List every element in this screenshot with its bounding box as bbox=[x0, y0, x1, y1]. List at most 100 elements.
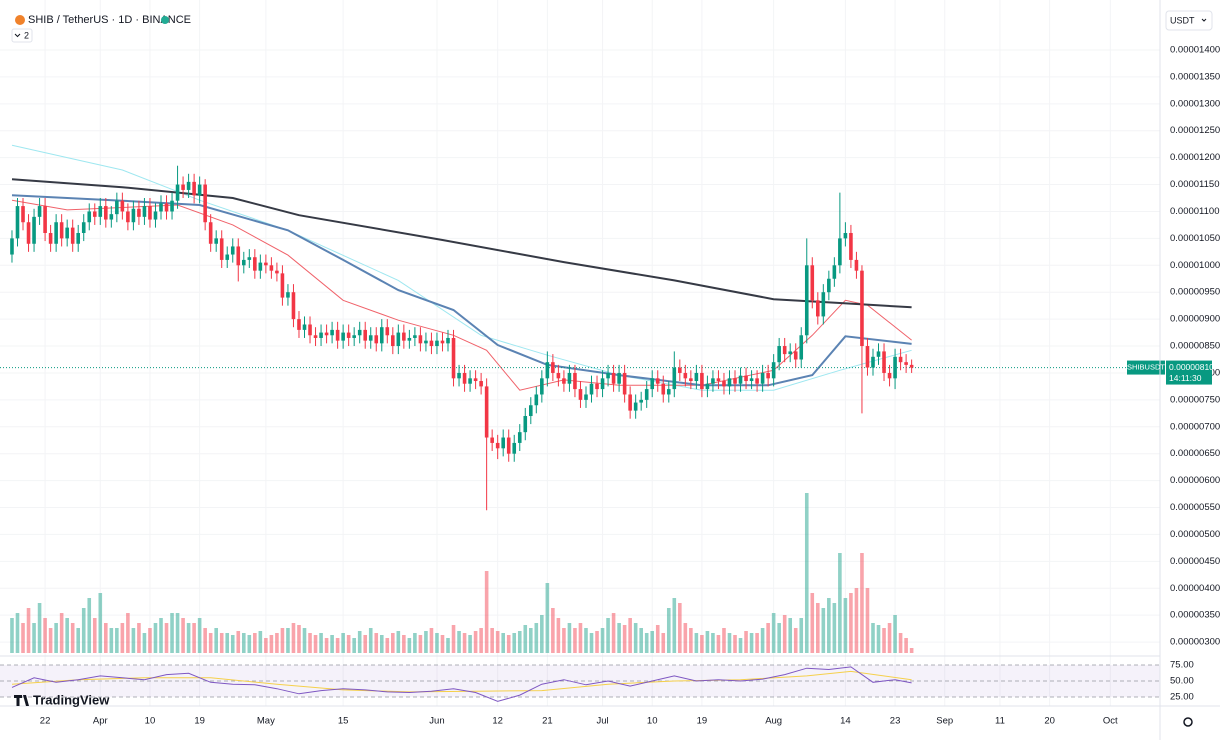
currency-select[interactable] bbox=[1165, 10, 1213, 31]
candle-body bbox=[32, 216, 36, 244]
candle-body bbox=[711, 378, 715, 384]
candle-body bbox=[484, 386, 489, 438]
candle-body bbox=[368, 335, 373, 341]
volume-bar bbox=[876, 625, 881, 653]
candle-body bbox=[843, 232, 848, 239]
candle-body bbox=[700, 372, 704, 390]
volume-bar bbox=[418, 635, 423, 653]
candle-body bbox=[76, 232, 81, 244]
symbol-tag-text: SHIBUSDT bbox=[1127, 363, 1165, 372]
candle-body bbox=[644, 389, 649, 400]
rsi-band bbox=[0, 665, 1160, 697]
candle-body bbox=[104, 206, 108, 220]
candle-body bbox=[70, 227, 75, 244]
volume-bar bbox=[827, 598, 831, 653]
volume-bar bbox=[462, 633, 467, 653]
candle-body bbox=[534, 394, 539, 406]
settings-icon[interactable] bbox=[1183, 717, 1193, 727]
x-tick-label: Oct bbox=[1103, 716, 1118, 727]
volume-bar bbox=[258, 631, 263, 653]
volume-bar bbox=[711, 633, 715, 653]
rsi-tick-label: 50.00 bbox=[1170, 676, 1194, 687]
volume-bar bbox=[313, 635, 318, 653]
candle-body bbox=[749, 378, 754, 382]
candle-body bbox=[87, 211, 92, 223]
candle-body bbox=[225, 254, 230, 260]
y-tick-label: 0.00000650 bbox=[1170, 448, 1220, 459]
indicator-toggle[interactable] bbox=[11, 28, 33, 43]
candle-body bbox=[109, 214, 114, 220]
volume-bar bbox=[898, 633, 903, 653]
volume-bar bbox=[208, 633, 213, 653]
candle-body bbox=[148, 206, 152, 220]
candle-body bbox=[733, 378, 737, 384]
volume-bar bbox=[379, 635, 384, 653]
volume-bar bbox=[225, 633, 230, 653]
price-tag bbox=[1166, 360, 1212, 385]
candle-body bbox=[600, 378, 605, 390]
volume-bar bbox=[689, 628, 693, 653]
moving-average bbox=[11, 194, 912, 387]
volume-bar bbox=[330, 635, 334, 653]
y-tick-label: 0.00001150 bbox=[1170, 179, 1220, 190]
volume-bar bbox=[192, 623, 196, 653]
symbol-title[interactable]: SHIB / TetherUS · 1D · BINANCE bbox=[28, 14, 191, 26]
candle-body bbox=[308, 324, 312, 336]
candle-body bbox=[655, 378, 660, 384]
candle-body bbox=[247, 257, 252, 260]
y-tick-label: 0.00000750 bbox=[1170, 394, 1220, 405]
candle-body bbox=[661, 383, 666, 395]
volume-bar bbox=[413, 633, 417, 653]
volume-bar bbox=[843, 598, 848, 653]
candle-body bbox=[633, 402, 638, 411]
y-tick-label: 0.00001400 bbox=[1170, 45, 1220, 56]
candle-body bbox=[678, 367, 682, 373]
candle-body bbox=[346, 332, 351, 338]
chevron bbox=[1201, 18, 1207, 22]
volume-bar bbox=[727, 633, 732, 653]
candle-body bbox=[451, 337, 456, 379]
volume-bar bbox=[203, 628, 207, 653]
brand-logo bbox=[14, 695, 29, 706]
volume-bar bbox=[816, 603, 820, 653]
y-tick-label: 0.00000500 bbox=[1170, 529, 1220, 540]
candle-body bbox=[804, 265, 809, 336]
candle-body bbox=[816, 300, 820, 317]
volume-bar bbox=[319, 633, 323, 653]
candles bbox=[10, 165, 914, 511]
candle-body bbox=[838, 238, 842, 266]
candle-body bbox=[379, 327, 384, 344]
volume-bar bbox=[148, 628, 152, 653]
y-tick-label: 0.00000600 bbox=[1170, 475, 1220, 486]
rsi-line bbox=[11, 666, 912, 702]
candle-body bbox=[264, 262, 268, 266]
candle-body bbox=[341, 332, 345, 341]
candle-body bbox=[523, 416, 528, 433]
volume-bar bbox=[214, 628, 218, 653]
candle-body bbox=[871, 356, 875, 368]
volume-bar bbox=[573, 628, 577, 653]
candle-body bbox=[435, 340, 439, 347]
candle-body bbox=[236, 246, 241, 266]
volume-bar bbox=[451, 625, 456, 653]
volume-bar bbox=[440, 635, 445, 653]
volume-bar bbox=[622, 625, 627, 653]
volume-bar bbox=[501, 633, 505, 653]
candle-body bbox=[490, 437, 494, 443]
candle-body bbox=[512, 442, 517, 454]
volume-bar bbox=[37, 603, 42, 653]
candle-body bbox=[446, 337, 450, 344]
rsi-tick-label: 25.00 bbox=[1170, 691, 1194, 702]
volume-bar bbox=[137, 623, 141, 653]
volume-bar bbox=[595, 631, 599, 653]
candle-body bbox=[528, 405, 533, 417]
volume-bar bbox=[120, 623, 125, 653]
candle-body bbox=[330, 329, 334, 336]
volume-bar bbox=[611, 613, 616, 653]
y-tick-label: 0.00000350 bbox=[1170, 610, 1220, 621]
volume-bar bbox=[236, 631, 241, 653]
moving-average bbox=[11, 199, 912, 391]
volume-bar bbox=[186, 623, 191, 653]
volume-bar bbox=[131, 628, 136, 653]
volume-bar bbox=[545, 583, 550, 653]
